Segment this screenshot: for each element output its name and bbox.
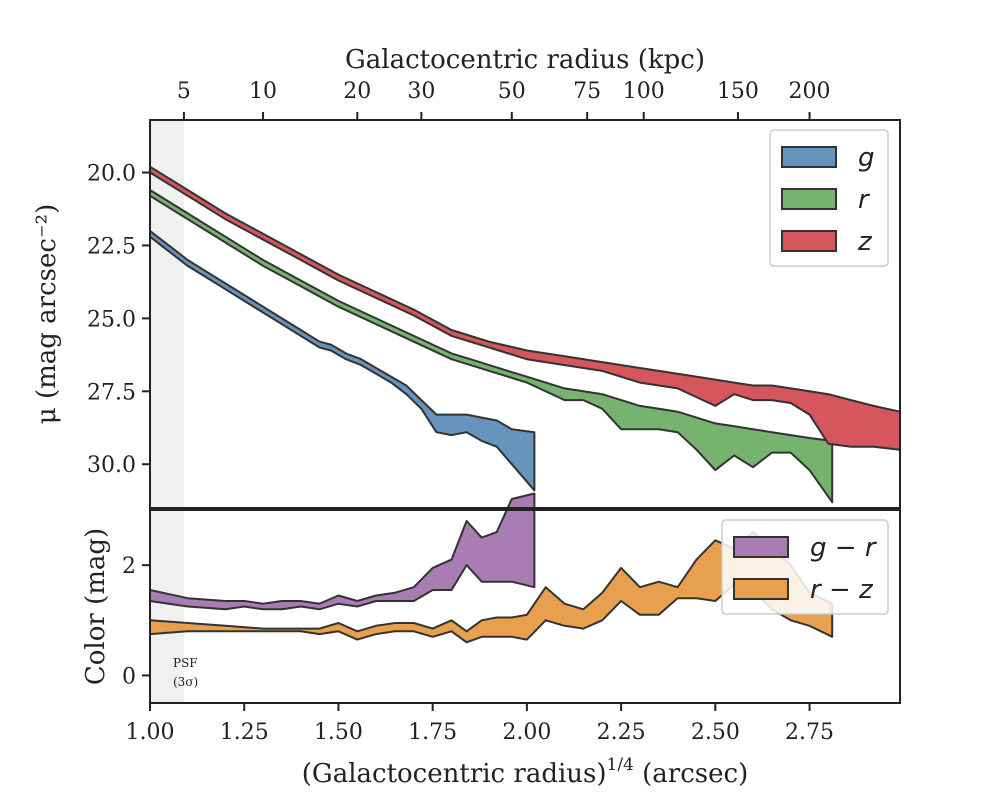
ylabel-color: Color (mag)	[81, 528, 111, 685]
xtick-label-7: 2.75	[785, 720, 834, 745]
legend-swatch-color-1	[733, 578, 789, 600]
top-tick-label-0: 5	[177, 79, 191, 104]
top-tick-label-6: 100	[623, 79, 665, 104]
top-tick-label-8: 200	[789, 79, 831, 104]
top-tick-label-4: 50	[498, 79, 526, 104]
legend-swatch-surface-brightness-1	[781, 188, 837, 210]
text-layer: 20.0 22.5 25.0 27.5 30.0 μ (mag arcsec⁻²) grz 0…	[32, 45, 878, 789]
top-tick-label-3: 30	[407, 79, 435, 104]
legend-swatch-color-0	[733, 536, 789, 558]
ytick-label-color-1: 2	[122, 554, 136, 579]
band-color-0	[149, 492, 536, 611]
top-tick-label-5: 75	[573, 79, 601, 104]
band-surface-brightness-0	[149, 229, 536, 492]
xtick-label-4: 2.00	[502, 720, 551, 745]
xtick-label-5: 2.25	[597, 720, 646, 745]
top-tick-label-7: 150	[717, 79, 759, 104]
ytick-label-color-0: 0	[122, 664, 136, 689]
ytick-label-surface-brightness-4: 30.0	[87, 453, 136, 478]
xtick-label-1: 1.25	[220, 720, 269, 745]
psf-region-color	[150, 510, 184, 703]
xtick-label-6: 2.50	[691, 720, 740, 745]
legend-label-color-0: g − r	[810, 533, 878, 563]
xlabel-unit: (arcsec)	[634, 759, 748, 789]
band-surface-brightness-1	[149, 189, 834, 504]
top-tick-label-1: 10	[249, 79, 277, 104]
ytick-label-surface-brightness-1: 22.5	[87, 234, 136, 259]
axes-layer	[142, 112, 901, 711]
legend-swatch-surface-brightness-2	[781, 230, 837, 252]
top-tick-label-2: 20	[343, 79, 371, 104]
legend-swatch-surface-brightness-0	[781, 146, 837, 168]
ytick-label-surface-brightness-3: 27.5	[87, 380, 136, 405]
legend-label-surface-brightness-0: g	[858, 143, 875, 173]
xlabel: (Galactocentric radius)1/4 (arcsec)	[302, 755, 748, 789]
psf-label-line1: PSF	[173, 656, 198, 670]
top-axis-label: Galactocentric radius (kpc)	[345, 45, 705, 75]
xtick-label-3: 1.75	[408, 720, 457, 745]
ytick-label-surface-brightness-0: 20.0	[87, 162, 136, 187]
ylabel-surface-brightness: μ (mag arcsec⁻²)	[32, 204, 62, 424]
xlabel-main: (Galactocentric radius)	[302, 759, 607, 789]
legend-label-surface-brightness-2: z	[857, 227, 873, 257]
xlabel-exponent: 1/4	[607, 755, 634, 775]
xtick-label-2: 1.50	[314, 720, 363, 745]
legend-label-color-1: r − z	[810, 575, 874, 605]
panel-frame-color	[149, 509, 901, 704]
ytick-label-surface-brightness-2: 25.0	[87, 307, 136, 332]
psf-label-line2: (3σ)	[173, 675, 198, 689]
panel-frame-surface-brightness	[149, 119, 901, 509]
xtick-label-0: 1.00	[126, 720, 175, 745]
legend-label-surface-brightness-1: r	[858, 185, 871, 215]
